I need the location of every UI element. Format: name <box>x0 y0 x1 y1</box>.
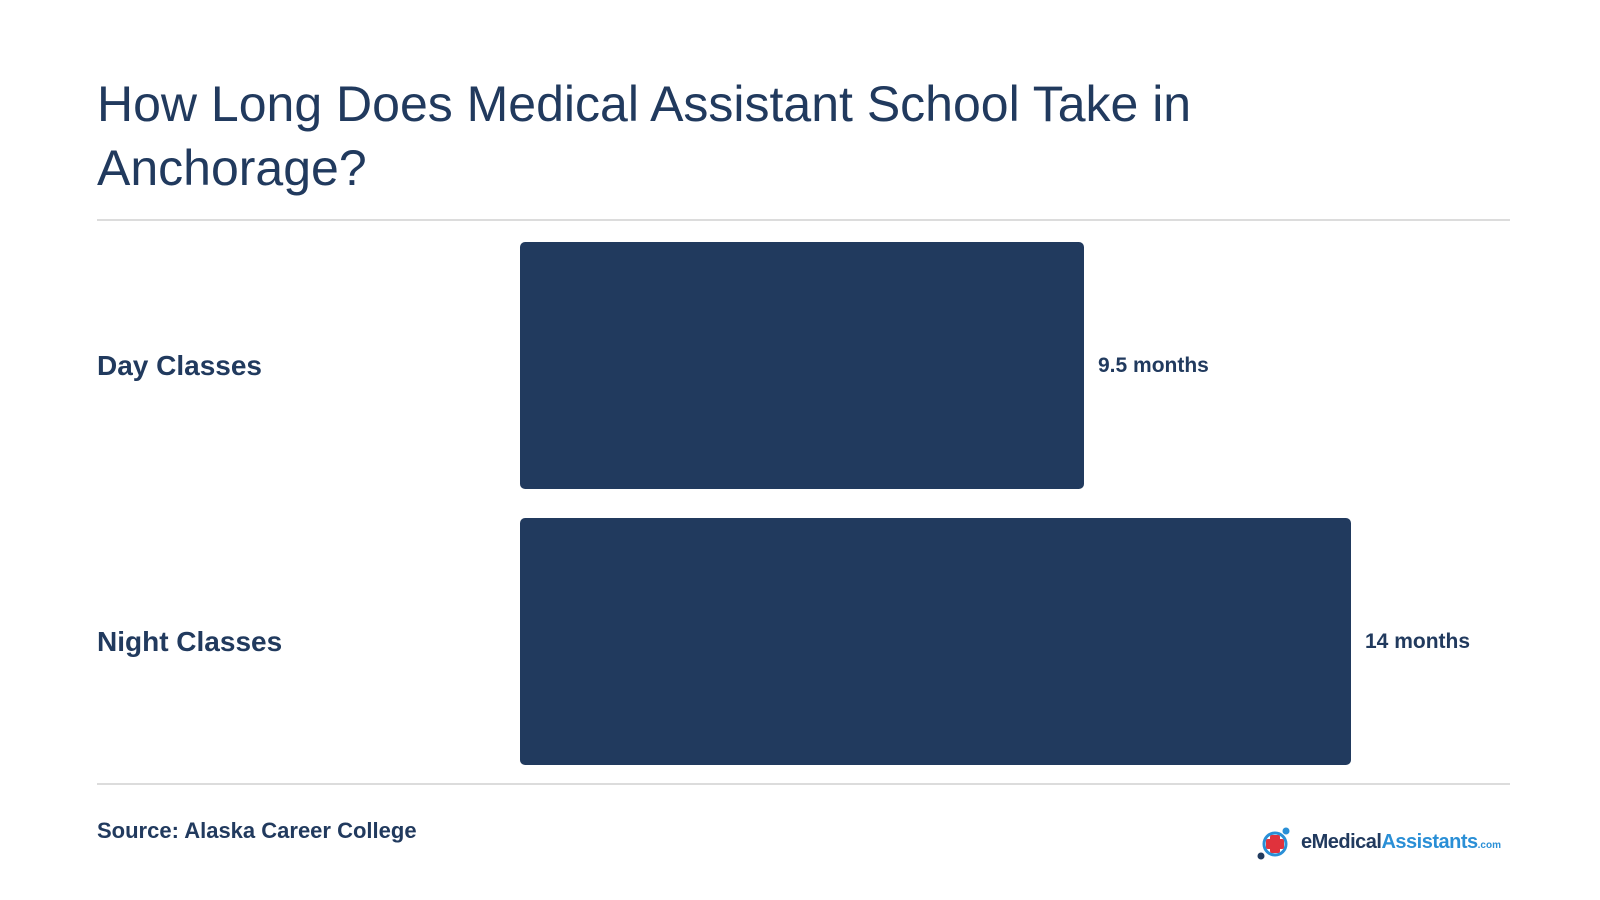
logo-wordmark: eMedicalAssistants.com <box>1301 830 1501 853</box>
value-label: 14 months <box>1365 629 1471 653</box>
bar <box>520 518 1351 765</box>
chart-title: How Long Does Medical Assistant School T… <box>97 76 1192 196</box>
brand-logo: eMedicalAssistants.com <box>1255 822 1501 862</box>
bottom-divider <box>97 783 1510 785</box>
medical-cross-logo-icon <box>1257 827 1290 860</box>
category-label: Night Classes <box>97 625 283 657</box>
source-note: Source: Alaska Career College <box>97 818 417 843</box>
value-label: 9.5 months <box>1098 353 1209 377</box>
top-divider <box>97 219 1510 221</box>
bar <box>520 242 1084 489</box>
category-label: Day Classes <box>97 349 263 381</box>
